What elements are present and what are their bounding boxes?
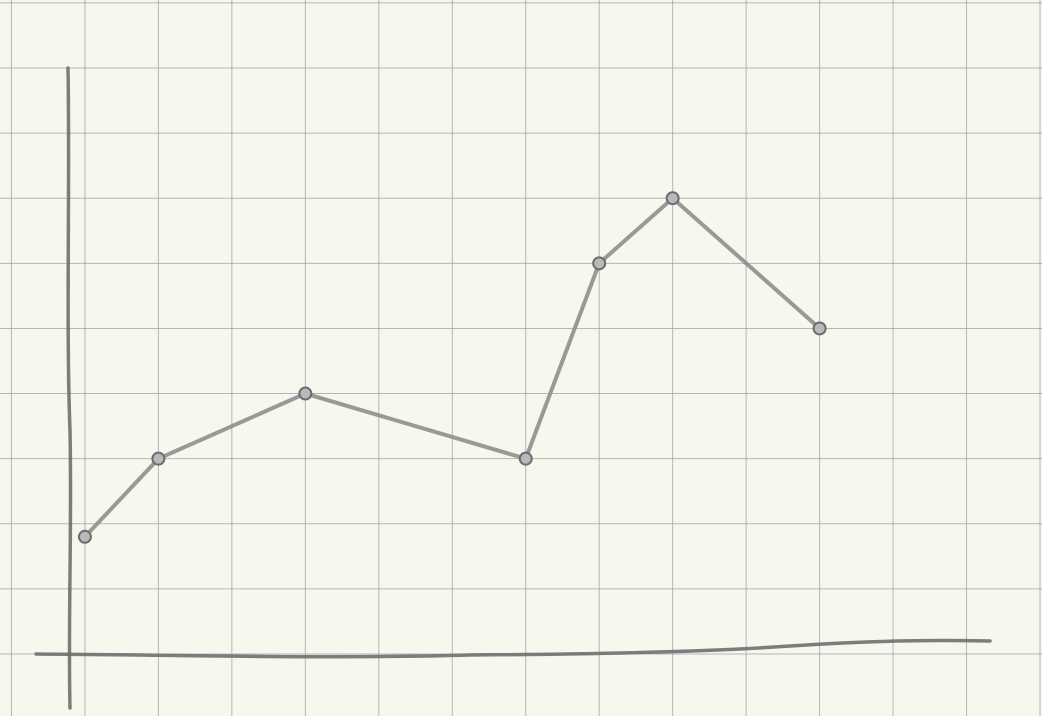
y-axis-line bbox=[66, 66, 73, 710]
data-point-3 bbox=[298, 386, 313, 401]
x-axis-line bbox=[34, 638, 992, 659]
data-point-6 bbox=[665, 191, 680, 206]
data-point-5 bbox=[592, 256, 607, 271]
data-point-7 bbox=[812, 321, 827, 336]
data-point-4 bbox=[518, 451, 533, 466]
data-point-2 bbox=[151, 451, 166, 466]
data-points bbox=[77, 191, 827, 544]
data-point-1 bbox=[77, 529, 92, 544]
